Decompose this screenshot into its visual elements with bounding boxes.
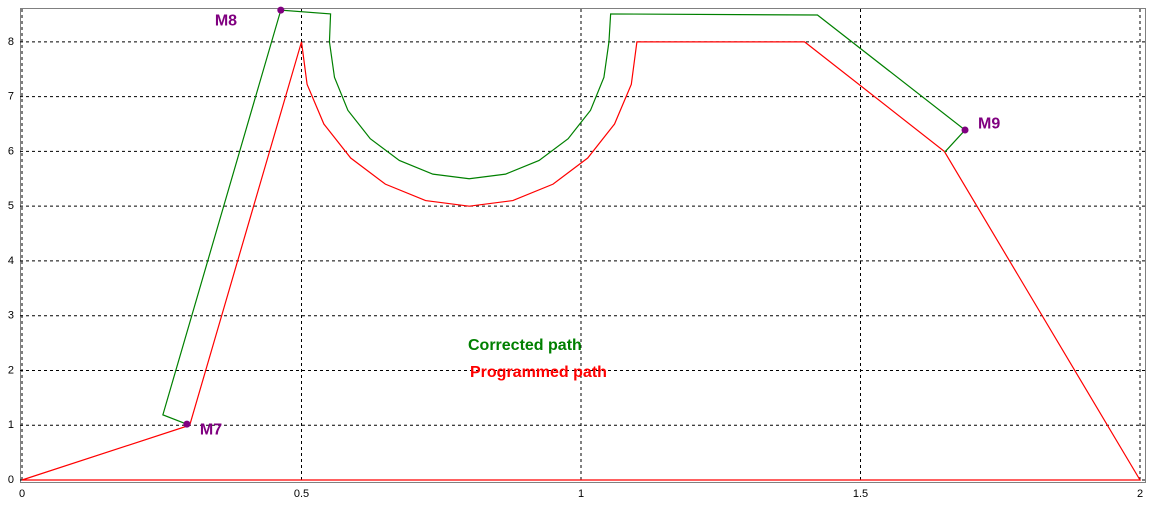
series-line	[21, 41, 1142, 481]
marker-label: M8	[215, 12, 237, 29]
y-tick-label: 8	[8, 36, 14, 48]
y-tick-label: 5	[8, 200, 14, 212]
y-tick-label: 2	[8, 364, 14, 376]
marker-label: M7	[200, 421, 222, 438]
y-tick-label: 1	[8, 419, 14, 431]
y-tick-label: 0	[8, 474, 14, 486]
marker-label: M9	[978, 115, 1000, 132]
y-tick-label: 7	[8, 91, 14, 103]
x-tick-label: 1	[578, 488, 584, 500]
x-tick-label: 0.5	[294, 488, 309, 500]
series-line	[162, 9, 966, 425]
marker-point	[277, 6, 285, 14]
legend-label: Programmed path	[470, 364, 607, 381]
marker-point	[961, 126, 969, 134]
y-tick-label: 4	[8, 255, 14, 267]
x-tick-label: 1.5	[853, 488, 868, 500]
y-tick-label: 3	[8, 310, 14, 322]
legend-label: Corrected path	[468, 337, 582, 354]
plot-frame	[20, 8, 1146, 483]
y-tick-label: 6	[8, 145, 14, 157]
marker-point	[183, 420, 191, 428]
x-tick-label: 2	[1137, 488, 1143, 500]
x-tick-label: 0	[19, 488, 25, 500]
